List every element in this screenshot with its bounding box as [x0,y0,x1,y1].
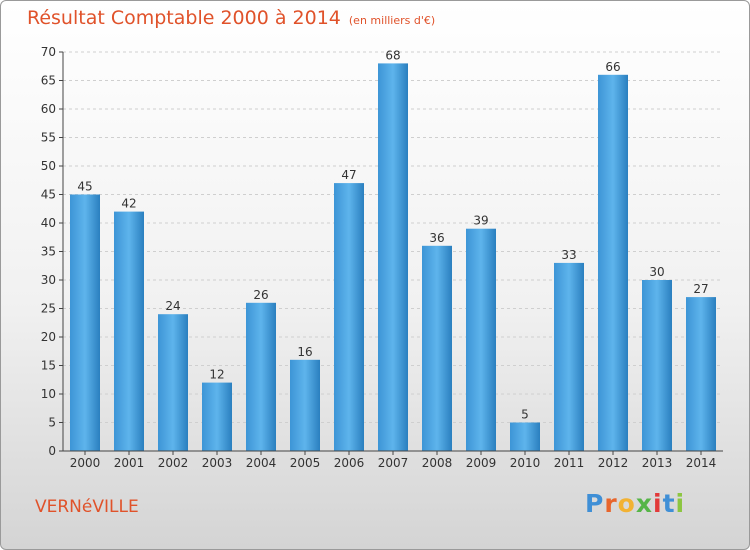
bar-2012 [598,74,628,452]
y-tick-label: 60 [41,102,56,116]
y-tick-label: 15 [41,359,56,373]
y-tick-label: 40 [41,216,56,230]
bar-value-label: 66 [605,60,620,74]
logo-letter: P [585,489,605,518]
bar-2013 [642,280,672,451]
bar-value-label: 30 [649,265,664,279]
logo-letter: t [662,489,676,518]
logo-letter: i [653,489,663,518]
x-tick-label: 2000 [70,456,101,470]
bar-2006 [334,183,364,451]
bar-2014 [686,297,716,451]
y-tick-label: 5 [48,416,56,430]
x-tick-label: 2007 [378,456,409,470]
bar-2004 [246,302,276,451]
bar-value-label: 33 [561,248,576,262]
y-tick-label: 20 [41,330,56,344]
y-tick-label: 25 [41,302,56,316]
x-tick-label: 2010 [510,456,541,470]
logo-letter: r [604,489,618,518]
proxiti-logo: Proxiti [585,489,685,518]
chart-title-row: Résultat Comptable 2000 à 2014 (en millie… [27,7,435,29]
x-tick-label: 2013 [642,456,673,470]
chart-unit: (en milliers d'€) [348,14,436,27]
bar-2000 [70,194,100,451]
x-tick-label: 2011 [554,456,585,470]
bar-value-label: 42 [121,197,136,211]
bar-2008 [422,245,452,451]
bar-2002 [158,314,188,451]
bar-2003 [202,382,232,451]
x-tick-label: 2012 [598,456,629,470]
bar-2007 [378,63,408,452]
bar-2011 [554,262,584,451]
bar-2005 [290,359,320,451]
x-tick-label: 2002 [158,456,189,470]
y-tick-label: 55 [41,131,56,145]
x-tick-label: 2001 [114,456,145,470]
bar-value-label: 5 [521,408,529,422]
bar-2009 [466,228,496,451]
y-tick-label: 65 [41,74,56,88]
chart-title: Résultat Comptable 2000 à 2014 [27,7,341,29]
bar-value-label: 24 [165,299,180,313]
y-tick-label: 45 [41,188,56,202]
y-tick-label: 35 [41,245,56,259]
bar-value-label: 45 [77,180,92,194]
x-tick-label: 2009 [466,456,497,470]
logo-letter: i [675,489,686,518]
x-tick-label: 2006 [334,456,365,470]
bar-value-label: 27 [693,282,708,296]
logo-letter: x [635,489,653,518]
x-tick-label: 2008 [422,456,453,470]
commune-name: VERNéVILLE [35,497,139,517]
bar-2001 [114,211,144,451]
bar-value-label: 68 [385,48,400,62]
y-tick-label: 10 [41,387,56,401]
x-tick-label: 2003 [202,456,233,470]
x-tick-label: 2014 [686,456,717,470]
x-tick-label: 2004 [246,456,277,470]
y-tick-label: 0 [48,444,56,458]
bar-value-label: 16 [297,345,312,359]
x-tick-label: 2005 [290,456,321,470]
logo-letter: o [617,489,636,518]
bar-value-label: 39 [473,214,488,228]
bar-2010 [510,422,540,451]
bar-value-label: 36 [429,231,444,245]
bar-value-label: 47 [341,168,356,182]
bar-value-label: 26 [253,288,268,302]
y-tick-label: 50 [41,159,56,173]
bar-value-label: 12 [209,368,224,382]
y-tick-label: 70 [41,45,56,59]
y-tick-label: 30 [41,273,56,287]
